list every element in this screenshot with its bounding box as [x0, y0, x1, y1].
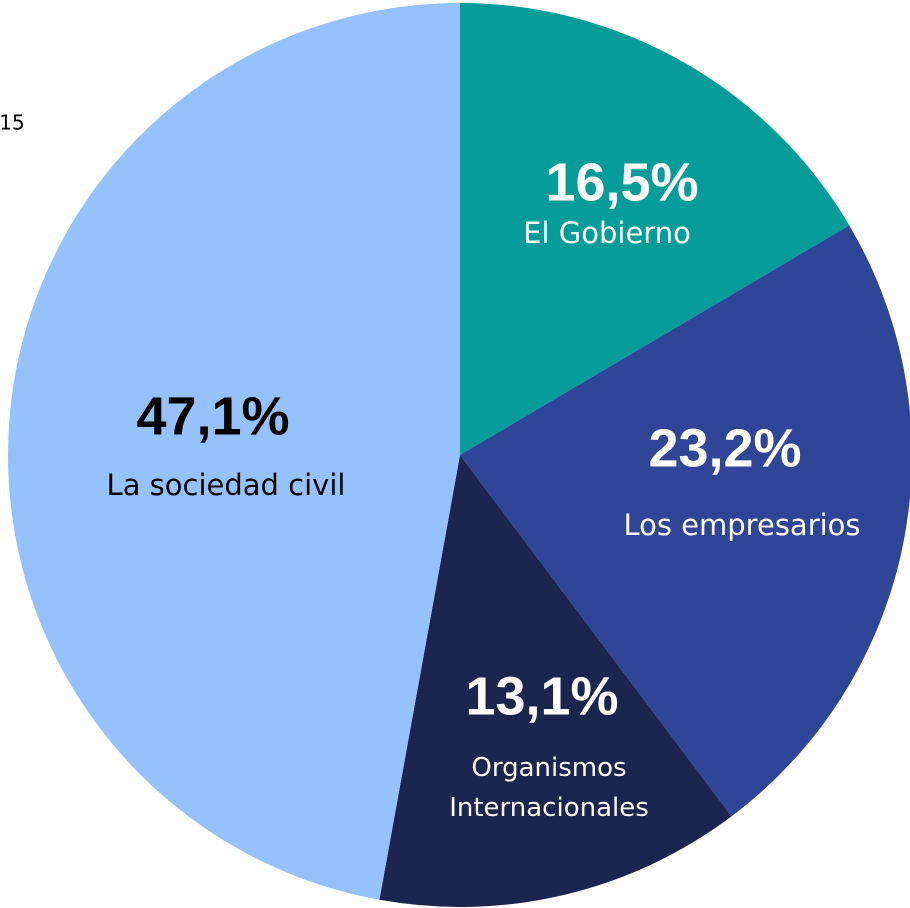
slice-label: El Gobierno — [523, 216, 691, 250]
value-label: 23,2% — [648, 418, 801, 478]
pie-slice — [7, 3, 460, 900]
annotation: 15 — [0, 111, 25, 135]
pie-slice — [460, 225, 910, 817]
value-label: 13,1% — [465, 666, 618, 726]
slice-label: Los empresarios — [623, 508, 860, 542]
value-label: 16,5% — [545, 152, 698, 212]
value-label: 47,1% — [136, 386, 289, 446]
slice-label: Organismos Internacionales — [449, 753, 649, 823]
slice-label: La sociedad civil — [107, 468, 346, 502]
pie-slice — [379, 455, 732, 907]
pie-slice — [460, 3, 850, 455]
